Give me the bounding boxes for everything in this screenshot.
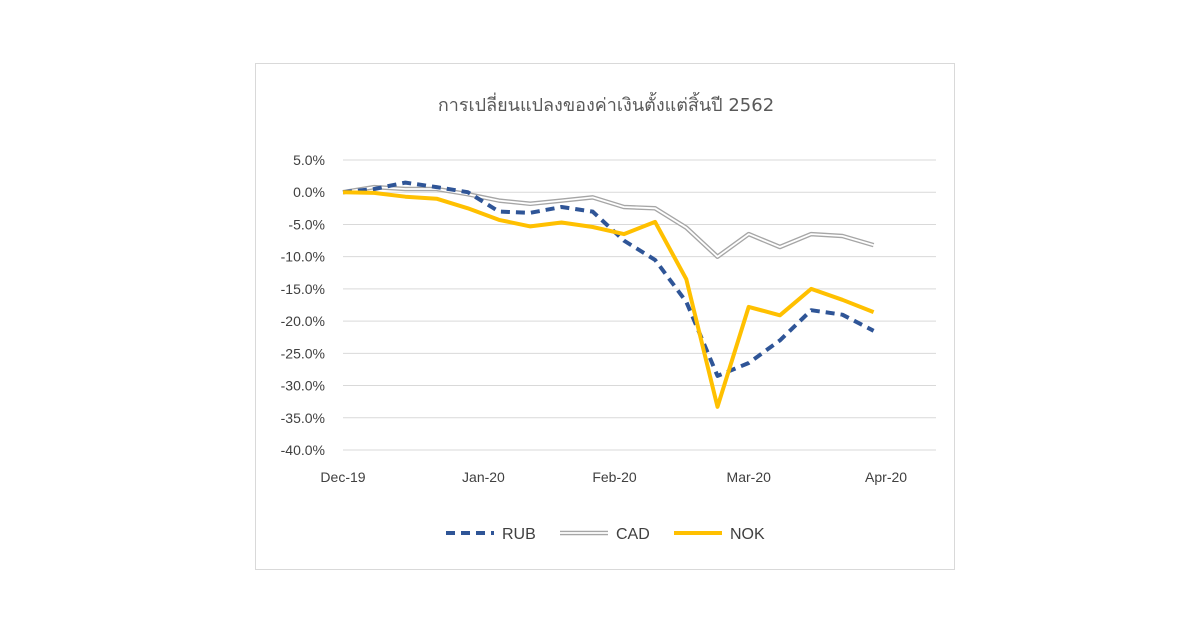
line-chart: การเปลี่ยนแปลงของค่าเงินตั้งแต่สิ้นปี 25… <box>256 64 956 571</box>
legend-label-cad: CAD <box>616 526 650 543</box>
x-tick-label: Dec-19 <box>320 469 365 485</box>
x-tick-label: Mar-20 <box>727 469 772 485</box>
y-tick-label: -5.0% <box>288 216 325 232</box>
y-tick-label: -15.0% <box>281 281 325 297</box>
gridlines <box>343 160 936 450</box>
legend: RUB CAD NOK <box>446 526 765 543</box>
x-tick-label: Feb-20 <box>592 469 637 485</box>
x-tick-label: Jan-20 <box>462 469 505 485</box>
y-tick-label: 5.0% <box>293 152 325 168</box>
chart-frame: การเปลี่ยนแปลงของค่าเงินตั้งแต่สิ้นปี 25… <box>255 63 955 570</box>
y-tick-label: -40.0% <box>281 442 325 458</box>
series-lines <box>343 183 874 407</box>
y-tick-label: -10.0% <box>281 249 325 265</box>
y-tick-label: -25.0% <box>281 345 325 361</box>
y-tick-label: 0.0% <box>293 184 325 200</box>
y-axis-ticks: 5.0% 0.0% -5.0% -10.0% -15.0% -20.0% -25.0% -30… <box>281 152 325 458</box>
legend-label-rub: RUB <box>502 526 536 543</box>
x-tick-label: Apr-20 <box>865 469 907 485</box>
series-rub-line <box>343 183 874 376</box>
y-tick-label: -20.0% <box>281 313 325 329</box>
chart-title: การเปลี่ยนแปลงของค่าเงินตั้งแต่สิ้นปี 25… <box>438 92 774 116</box>
x-axis-ticks: Dec-19 Jan-20 Feb-20 Mar-20 Apr-20 <box>320 469 907 485</box>
y-tick-label: -30.0% <box>281 378 325 394</box>
y-tick-label: -35.0% <box>281 410 325 426</box>
legend-label-nok: NOK <box>730 526 765 543</box>
